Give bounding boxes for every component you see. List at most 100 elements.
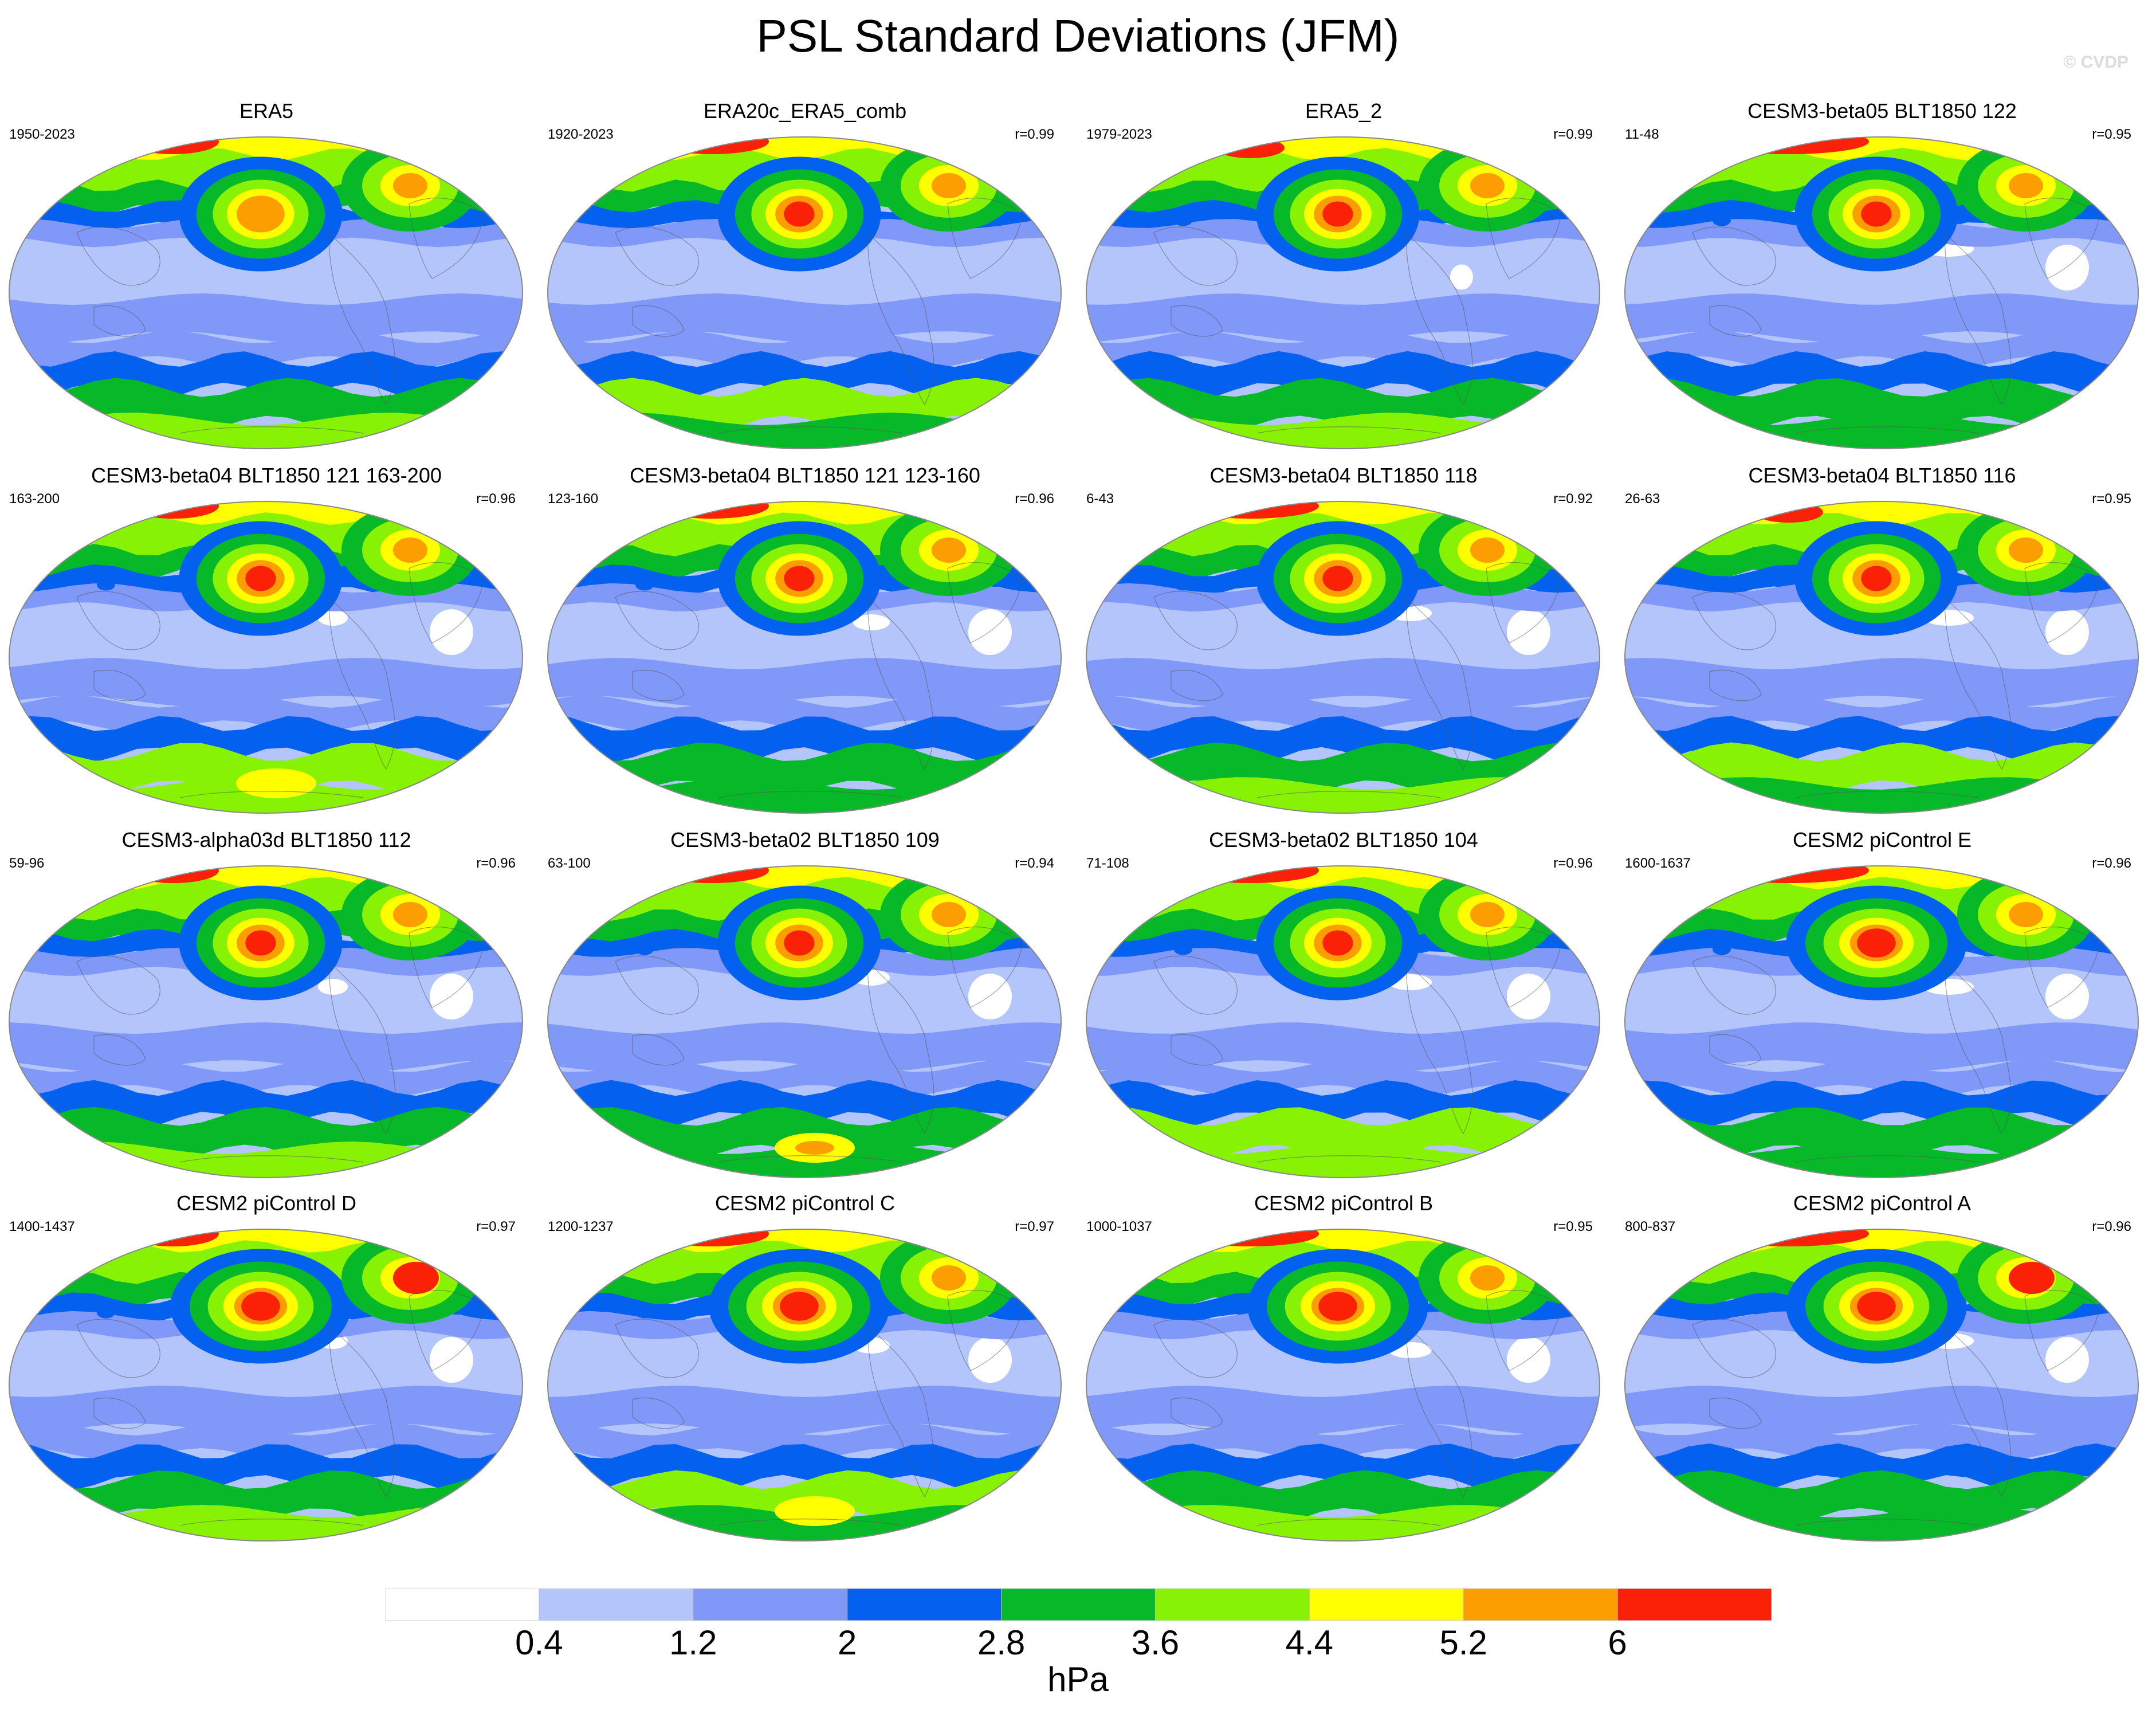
panel-year-range: 1400-1437 [9, 1219, 75, 1234]
psl-stddev-map [9, 865, 523, 1178]
panel-title: CESM2 piControl A [1793, 1191, 1972, 1215]
psl-stddev-map [547, 501, 1062, 814]
map-panel: CESM2 piControl E 1600-1637 r=0.96 [1616, 827, 2149, 1194]
psl-stddev-map [1624, 136, 2139, 449]
panel-title: CESM3-beta02 BLT1850 104 [1209, 828, 1478, 852]
map-panel: CESM3-beta02 BLT1850 109 63-100 r=0.94 [539, 827, 1071, 1194]
panel-pattern-correlation: r=0.97 [1015, 1219, 1054, 1234]
colorbar-box [385, 1589, 540, 1621]
panel-pattern-correlation: r=0.99 [1553, 127, 1593, 142]
map-panel: CESM2 piControl B 1000-1037 r=0.95 [1077, 1191, 1610, 1558]
panel-year-range: 1920-2023 [548, 127, 614, 142]
panel-title: CESM2 piControl D [176, 1191, 357, 1215]
psl-stddev-map [1086, 1229, 1600, 1542]
panel-pattern-correlation: r=0.99 [1015, 127, 1054, 142]
map-panel: CESM3-beta04 BLT1850 116 26-63 r=0.95 [1616, 463, 2149, 830]
panel-pattern-correlation: r=0.92 [1553, 491, 1593, 507]
panel-pattern-correlation: r=0.96 [1015, 491, 1054, 507]
panel-year-range: 800-837 [1625, 1219, 1676, 1234]
psl-stddev-map [1086, 865, 1600, 1178]
panel-year-range: 59-96 [9, 856, 45, 871]
panel-pattern-correlation: r=0.96 [476, 491, 516, 507]
panel-title: ERA5_2 [1305, 99, 1383, 123]
colorbar-tick-label: 0.4 [515, 1623, 563, 1662]
map-panel: CESM2 piControl A 800-837 r=0.96 [1616, 1191, 2149, 1558]
map-panel: ERA20c_ERA5_comb 1920-2023 r=0.99 [539, 99, 1071, 465]
psl-stddev-map [9, 501, 523, 814]
panel-year-range: 11-48 [1625, 127, 1659, 142]
panel-year-range: 26-63 [1625, 491, 1660, 507]
panel-title: CESM3-beta04 BLT1850 121 123-160 [630, 464, 980, 487]
psl-stddev-map [9, 136, 523, 449]
psl-stddev-map [1624, 501, 2139, 814]
map-panel: ERA5_2 1979-2023 r=0.99 [1077, 99, 1610, 465]
panel-pattern-correlation: r=0.96 [2092, 1219, 2131, 1234]
map-panel: ERA5 1950-2023 [0, 99, 533, 465]
colorbar-box [539, 1589, 694, 1621]
colorbar-box [1001, 1589, 1156, 1621]
panel-year-range: 1979-2023 [1086, 127, 1152, 142]
psl-stddev-map [547, 865, 1062, 1178]
psl-stddev-map [1086, 501, 1600, 814]
panel-year-range: 1200-1237 [548, 1219, 614, 1234]
panel-title: CESM3-alpha03d BLT1850 112 [121, 828, 411, 852]
panel-year-range: 1600-1637 [1625, 856, 1691, 871]
panel-title: CESM3-beta04 BLT1850 121 163-200 [91, 464, 442, 487]
psl-stddev-map [9, 1229, 523, 1542]
panel-year-range: 6-43 [1086, 491, 1114, 507]
panel-year-range: 1950-2023 [9, 127, 75, 142]
panel-title: CESM2 piControl E [1792, 828, 1972, 852]
psl-stddev-map [1624, 865, 2139, 1178]
psl-stddev-map [1624, 1229, 2139, 1542]
panel-pattern-correlation: r=0.95 [2092, 491, 2131, 507]
colorbar-box [1154, 1589, 1310, 1621]
panel-year-range: 63-100 [548, 856, 591, 871]
panel-title: CESM3-beta05 BLT1850 122 [1747, 99, 2017, 123]
figure-title: PSL Standard Deviations (JFM) [756, 10, 1400, 61]
panel-year-range: 71-108 [1086, 856, 1129, 871]
colorbar-tick-label: 6 [1608, 1623, 1627, 1662]
panel-title: CESM3-beta04 BLT1850 118 [1209, 464, 1478, 487]
colorbar-units: hPa [1047, 1660, 1109, 1699]
panel-pattern-correlation: r=0.96 [2092, 856, 2131, 871]
colorbar [385, 1589, 1772, 1621]
panel-pattern-correlation: r=0.96 [1553, 856, 1593, 871]
map-panel: CESM3-beta05 BLT1850 122 11-48 r=0.95 [1616, 99, 2149, 465]
panel-title: CESM2 piControl C [714, 1191, 896, 1215]
watermark: © CVDP [2063, 53, 2128, 72]
map-panel: CESM3-beta02 BLT1850 104 71-108 r=0.96 [1077, 827, 1610, 1194]
map-panel: CESM3-beta04 BLT1850 121 123-160 123-160 r… [539, 463, 1071, 830]
panel-title: CESM3-beta02 BLT1850 109 [670, 828, 940, 852]
colorbar-tick-label: 2 [837, 1623, 857, 1662]
colorbar-tick-label: 2.8 [977, 1623, 1026, 1662]
psl-stddev-map [1086, 136, 1600, 449]
colorbar-box [847, 1589, 1002, 1621]
colorbar-tick-label: 1.2 [669, 1623, 717, 1662]
panel-year-range: 1000-1037 [1086, 1219, 1152, 1234]
map-panel: CESM3-beta04 BLT1850 121 163-200 163-200 r… [0, 463, 533, 830]
psl-stddev-map [547, 1229, 1062, 1542]
panel-title: ERA20c_ERA5_comb [703, 99, 907, 123]
colorbar-box [1463, 1589, 1618, 1621]
colorbar-tick-label: 4.4 [1285, 1623, 1334, 1662]
map-panel: CESM2 piControl C 1200-1237 r=0.97 [539, 1191, 1071, 1558]
panel-pattern-correlation: r=0.97 [476, 1219, 516, 1234]
colorbar-tick-label: 5.2 [1439, 1623, 1487, 1662]
panel-title: ERA5 [239, 99, 294, 123]
psl-stddev-map [547, 136, 1062, 449]
panel-title: CESM2 piControl B [1254, 1191, 1434, 1215]
panel-title: CESM3-beta04 BLT1850 116 [1748, 464, 2016, 487]
panel-year-range: 163-200 [9, 491, 60, 507]
colorbar-tick-label: 3.6 [1131, 1623, 1180, 1662]
colorbar-box [1617, 1589, 1772, 1621]
panel-year-range: 123-160 [548, 491, 599, 507]
colorbar-box [693, 1589, 848, 1621]
map-panel: CESM3-beta04 BLT1850 118 6-43 r=0.92 [1077, 463, 1610, 830]
colorbar-box [1309, 1589, 1464, 1621]
panel-pattern-correlation: r=0.95 [1553, 1219, 1593, 1234]
panel-pattern-correlation: r=0.96 [476, 856, 516, 871]
map-panel: CESM3-alpha03d BLT1850 112 59-96 r=0.96 [0, 827, 533, 1194]
panel-pattern-correlation: r=0.94 [1015, 856, 1054, 871]
panel-pattern-correlation: r=0.95 [2092, 127, 2131, 142]
map-panel: CESM2 piControl D 1400-1437 r=0.97 [0, 1191, 533, 1558]
